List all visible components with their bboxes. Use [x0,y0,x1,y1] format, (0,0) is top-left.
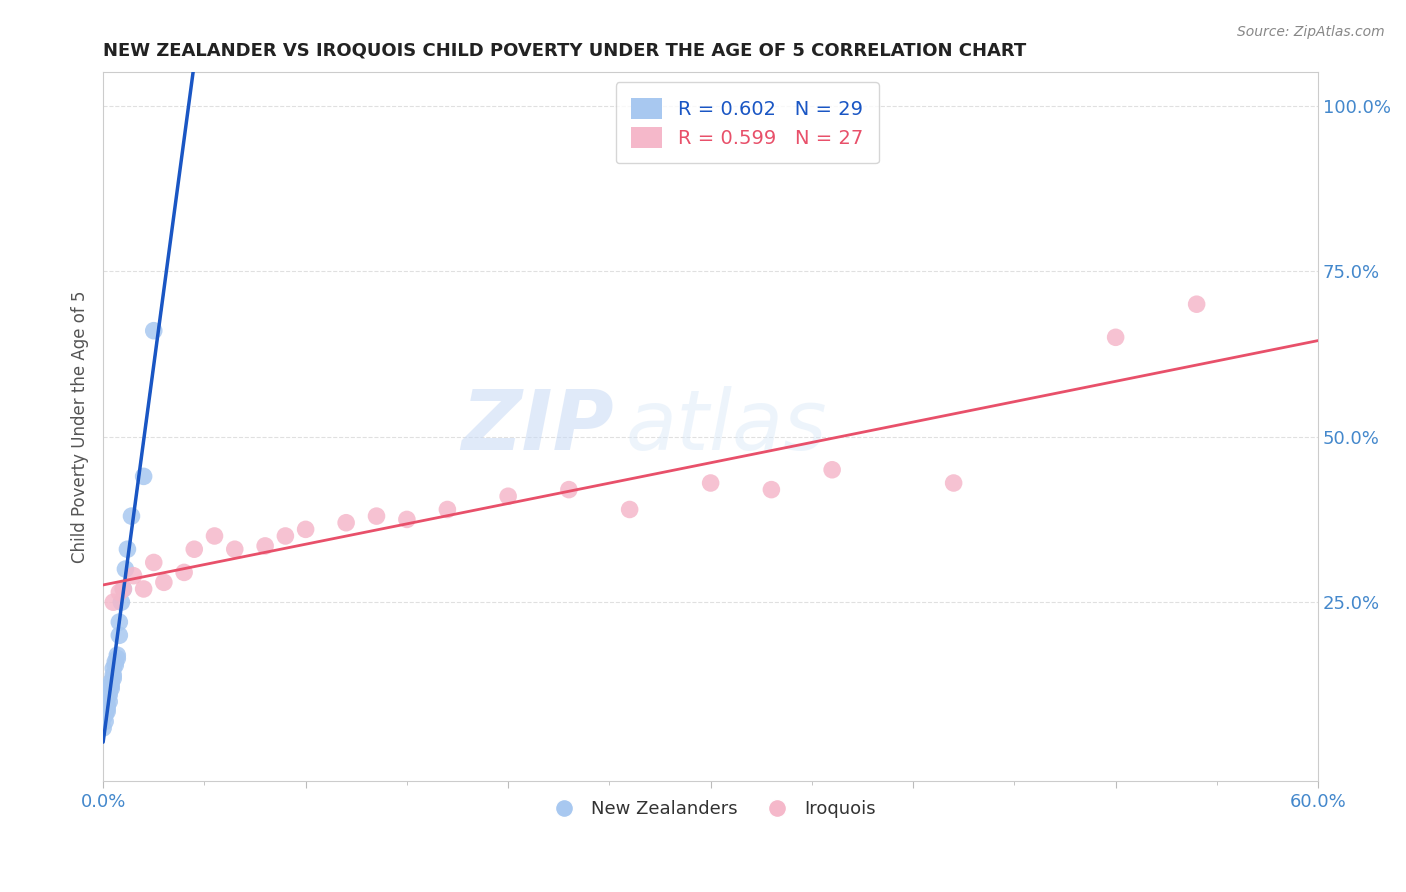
Point [108,615,131,629]
Text: atlas: atlas [626,386,827,467]
Y-axis label: Child Poverty Under the Age of 5: Child Poverty Under the Age of 5 [72,291,89,563]
Point [254,539,277,553]
Point [142,556,165,570]
Point [91,721,114,735]
Point [103,668,125,682]
Point [153,575,176,590]
Point [114,562,136,576]
Point [100,681,122,696]
Text: NEW ZEALANDER VS IROQUOIS CHILD POVERTY UNDER THE AGE OF 5 CORRELATION CHART: NEW ZEALANDER VS IROQUOIS CHILD POVERTY … [103,42,1026,60]
Point [132,582,155,596]
Point [103,671,125,685]
Point [558,483,581,497]
Text: Source: ZipAtlas.com: Source: ZipAtlas.com [1237,25,1385,39]
Point [121,509,143,524]
Point [103,595,125,609]
Point [1185,297,1208,311]
Point [96,698,118,712]
Point [274,529,297,543]
Point [117,542,139,557]
Point [94,707,117,722]
Point [91,711,114,725]
Point [105,651,128,665]
Point [105,648,128,663]
Point [94,714,117,729]
Legend: New Zealanders, Iroquois: New Zealanders, Iroquois [538,793,883,825]
Point [112,582,135,596]
Point [183,542,205,557]
Point [103,661,125,675]
Point [104,655,127,669]
Point [108,628,131,642]
Point [436,502,458,516]
Point [112,582,135,596]
Point [142,324,165,338]
Point [98,684,121,698]
Point [104,658,127,673]
Point [98,688,121,702]
Point [294,522,316,536]
Point [100,674,122,689]
Point [366,509,388,524]
Point [395,512,418,526]
Point [132,469,155,483]
Point [110,595,132,609]
Point [619,502,641,516]
Point [496,489,519,503]
Point [96,705,118,719]
Point [98,694,121,708]
Point [224,542,246,557]
Point [699,475,721,490]
Point [821,463,844,477]
Point [204,529,226,543]
Point [1104,330,1126,344]
Point [100,678,122,692]
Point [173,566,195,580]
Point [761,483,783,497]
Point [335,516,357,530]
Text: ZIP: ZIP [461,386,613,467]
Point [96,701,118,715]
Point [942,475,965,490]
Point [122,568,145,582]
Point [108,585,131,599]
